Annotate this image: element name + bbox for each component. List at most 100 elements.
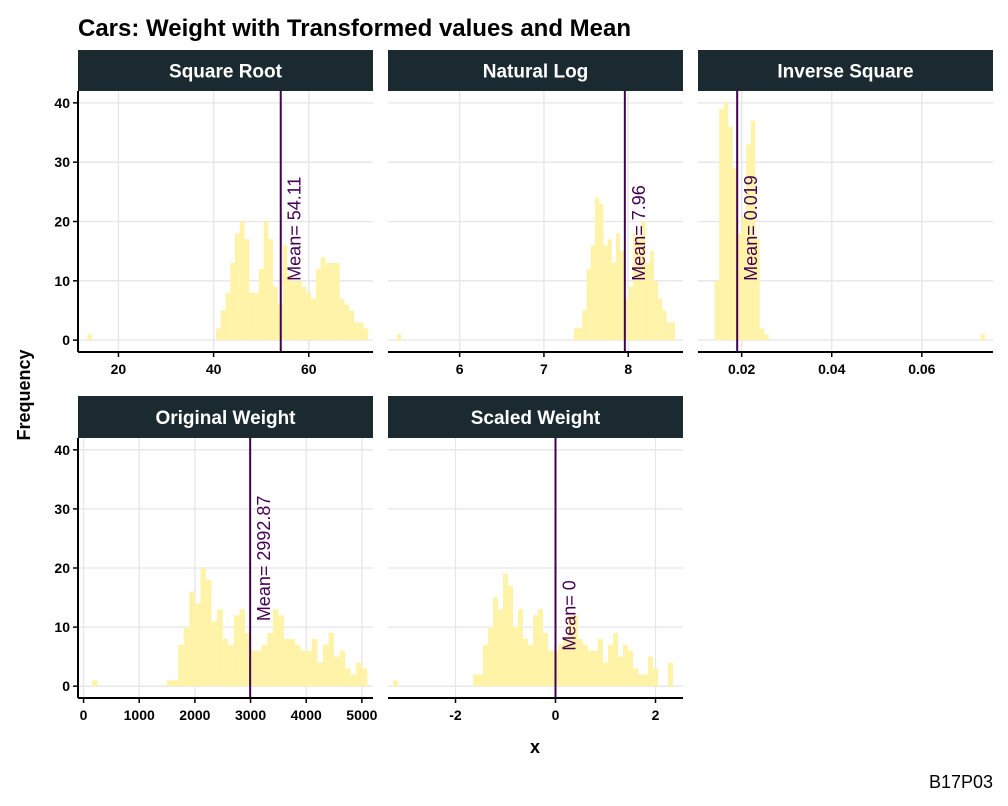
histogram-bar — [628, 286, 633, 341]
histogram-bar — [330, 263, 335, 341]
strip-original-weight — [78, 396, 373, 438]
y-tick-label: 30 — [54, 154, 70, 170]
histogram-bar — [582, 310, 587, 341]
histogram-bar — [363, 328, 369, 341]
histogram-bar — [287, 274, 293, 341]
histogram-bar — [558, 644, 563, 687]
histogram-bar — [167, 680, 173, 687]
histogram-bar — [755, 239, 760, 341]
histogram-bar — [613, 633, 618, 687]
histogram-bar — [172, 680, 179, 687]
histogram-bar — [206, 579, 212, 687]
histogram-bar — [258, 268, 264, 341]
histogram-bar — [746, 144, 751, 341]
histogram-bar — [578, 638, 583, 687]
histogram-bar — [637, 239, 642, 341]
histogram-bar — [723, 102, 729, 341]
histogram-bar — [396, 334, 402, 341]
histogram-bar — [215, 328, 221, 341]
histogram-bar — [645, 263, 650, 341]
strip-label-original-weight: Original Weight — [155, 408, 296, 429]
histogram-bar — [282, 245, 288, 341]
histogram-bar — [623, 644, 628, 687]
histogram-bar — [641, 221, 646, 341]
mean-label: Mean= 2992.87 — [254, 496, 274, 622]
histogram-bar — [311, 298, 316, 341]
histogram-bar — [339, 650, 346, 687]
strip-label-scaled-weight: Scaled Weight — [471, 408, 601, 429]
histogram-bar — [741, 215, 747, 341]
x-tick-label: 0.02 — [728, 361, 755, 377]
histogram-bar — [334, 263, 340, 341]
histogram-bar — [508, 585, 513, 687]
strip-square-root — [78, 50, 373, 91]
histogram-bar — [317, 662, 323, 687]
histogram-bar — [344, 304, 350, 341]
histogram-bar — [273, 286, 278, 341]
histogram-bar — [225, 292, 231, 341]
x-tick-label: 1000 — [124, 707, 155, 723]
histogram-bar — [607, 239, 612, 341]
panel-natural-log: Natural Log Mean= 7.96 6 7 8 — [388, 50, 683, 377]
histogram-bar — [503, 573, 508, 687]
histogram-bar — [244, 239, 250, 341]
y-tick-label: 40 — [54, 95, 70, 111]
histogram-bar — [239, 609, 245, 687]
histogram-bar — [189, 591, 195, 687]
histogram-bar — [211, 621, 218, 687]
panel-scaled-weight: Scaled Weight Mean= 0 -2 0 2 — [388, 396, 683, 723]
histogram-bar — [543, 633, 548, 687]
histogram-bar — [658, 298, 663, 341]
histogram-bar — [233, 615, 240, 687]
histogram-bar — [283, 638, 290, 687]
histogram-bar — [306, 292, 312, 341]
histogram-bar — [590, 245, 595, 341]
histogram-bar — [573, 328, 579, 341]
histogram-bar — [615, 233, 621, 341]
histogram-bar — [267, 633, 273, 687]
histogram-bar — [328, 633, 335, 687]
histogram-bar — [220, 310, 226, 341]
histogram-bar — [603, 245, 608, 341]
histogram-bar — [513, 627, 518, 687]
histogram-bar — [666, 322, 671, 341]
mean-label: Mean= 54.11 — [285, 177, 305, 281]
histogram-bar — [653, 280, 659, 341]
histogram-bar — [334, 656, 340, 687]
histogram-bar — [325, 263, 331, 341]
histogram-bar — [632, 233, 638, 341]
histogram-bar — [594, 197, 600, 341]
histogram-bar — [261, 644, 268, 687]
histogram-bar — [244, 633, 251, 687]
strip-label-natural-log: Natural Log — [483, 62, 589, 83]
histogram-bar — [624, 298, 629, 341]
histogram-bar — [980, 334, 985, 341]
histogram-bar — [483, 644, 488, 687]
strip-scaled-weight — [388, 396, 683, 438]
histogram-bar — [301, 286, 307, 341]
y-tick-label: 40 — [54, 442, 70, 458]
x-axis-title: x — [530, 737, 540, 757]
x-tick-label: 8 — [624, 361, 632, 377]
histogram-bar — [254, 292, 259, 341]
strip-natural-log — [388, 50, 683, 91]
histogram-bar — [87, 334, 93, 341]
x-tick-label: 2000 — [179, 707, 210, 723]
histogram-bar — [643, 674, 648, 687]
histogram-bar — [583, 644, 588, 687]
x-tick-label: 60 — [301, 361, 317, 377]
y-tick-label: 10 — [54, 273, 70, 289]
histogram-bar — [593, 650, 598, 687]
histogram-bar — [292, 280, 297, 341]
strip-label-square-root: Square Root — [169, 62, 283, 83]
histogram-bar — [714, 280, 720, 341]
x-tick-label: 7 — [540, 361, 548, 377]
y-tick-label: 0 — [62, 332, 70, 348]
histogram-bar — [91, 680, 98, 687]
histogram-bar — [750, 120, 756, 341]
y-tick-label: 20 — [54, 560, 70, 576]
histogram-bar — [538, 609, 543, 687]
y-tick-label: 0 — [62, 678, 70, 694]
